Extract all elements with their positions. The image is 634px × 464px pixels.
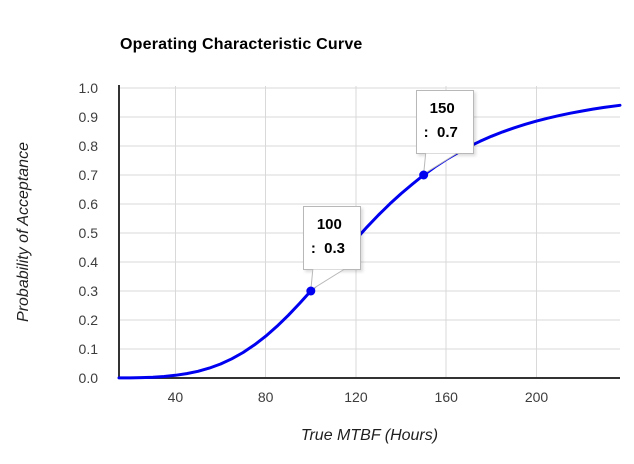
x-tick-label: 80	[257, 389, 274, 405]
y-tick-label: 0.4	[78, 254, 98, 270]
y-tick-label: 0.0	[78, 370, 98, 386]
x-axis-title: True MTBF (Hours)	[300, 427, 439, 444]
y-tick-label: 0.7	[78, 167, 98, 183]
callout-x-value: 150	[429, 100, 455, 117]
callout-x-value: 100	[316, 216, 342, 233]
chart-title: Operating Characteristic Curve	[120, 36, 363, 53]
point-callout-150[interactable]: 150 : 0.7	[415, 90, 474, 154]
y-tick-label: 0.8	[78, 138, 98, 154]
y-tick-label: 0.6	[78, 196, 98, 212]
y-tick-label: 0.5	[78, 225, 98, 241]
x-tick-label: 160	[434, 389, 458, 405]
y-tick-label: 0.2	[78, 312, 98, 328]
y-tick-label: 0.9	[78, 109, 98, 125]
x-tick-label: 200	[524, 389, 549, 405]
y-tick-label: 0.3	[78, 283, 98, 299]
y-tick-label: 0.1	[78, 341, 98, 357]
callout-y-value: : 0.3	[310, 240, 345, 257]
x-tick-label: 120	[344, 389, 368, 405]
y-tick-label: 1.0	[78, 80, 98, 96]
oc-curve-line	[117, 103, 622, 380]
callout-y-value: : 0.7	[423, 124, 458, 141]
point-callout-100[interactable]: 100 : 0.3	[302, 206, 361, 270]
x-tick-label: 40	[167, 389, 184, 405]
